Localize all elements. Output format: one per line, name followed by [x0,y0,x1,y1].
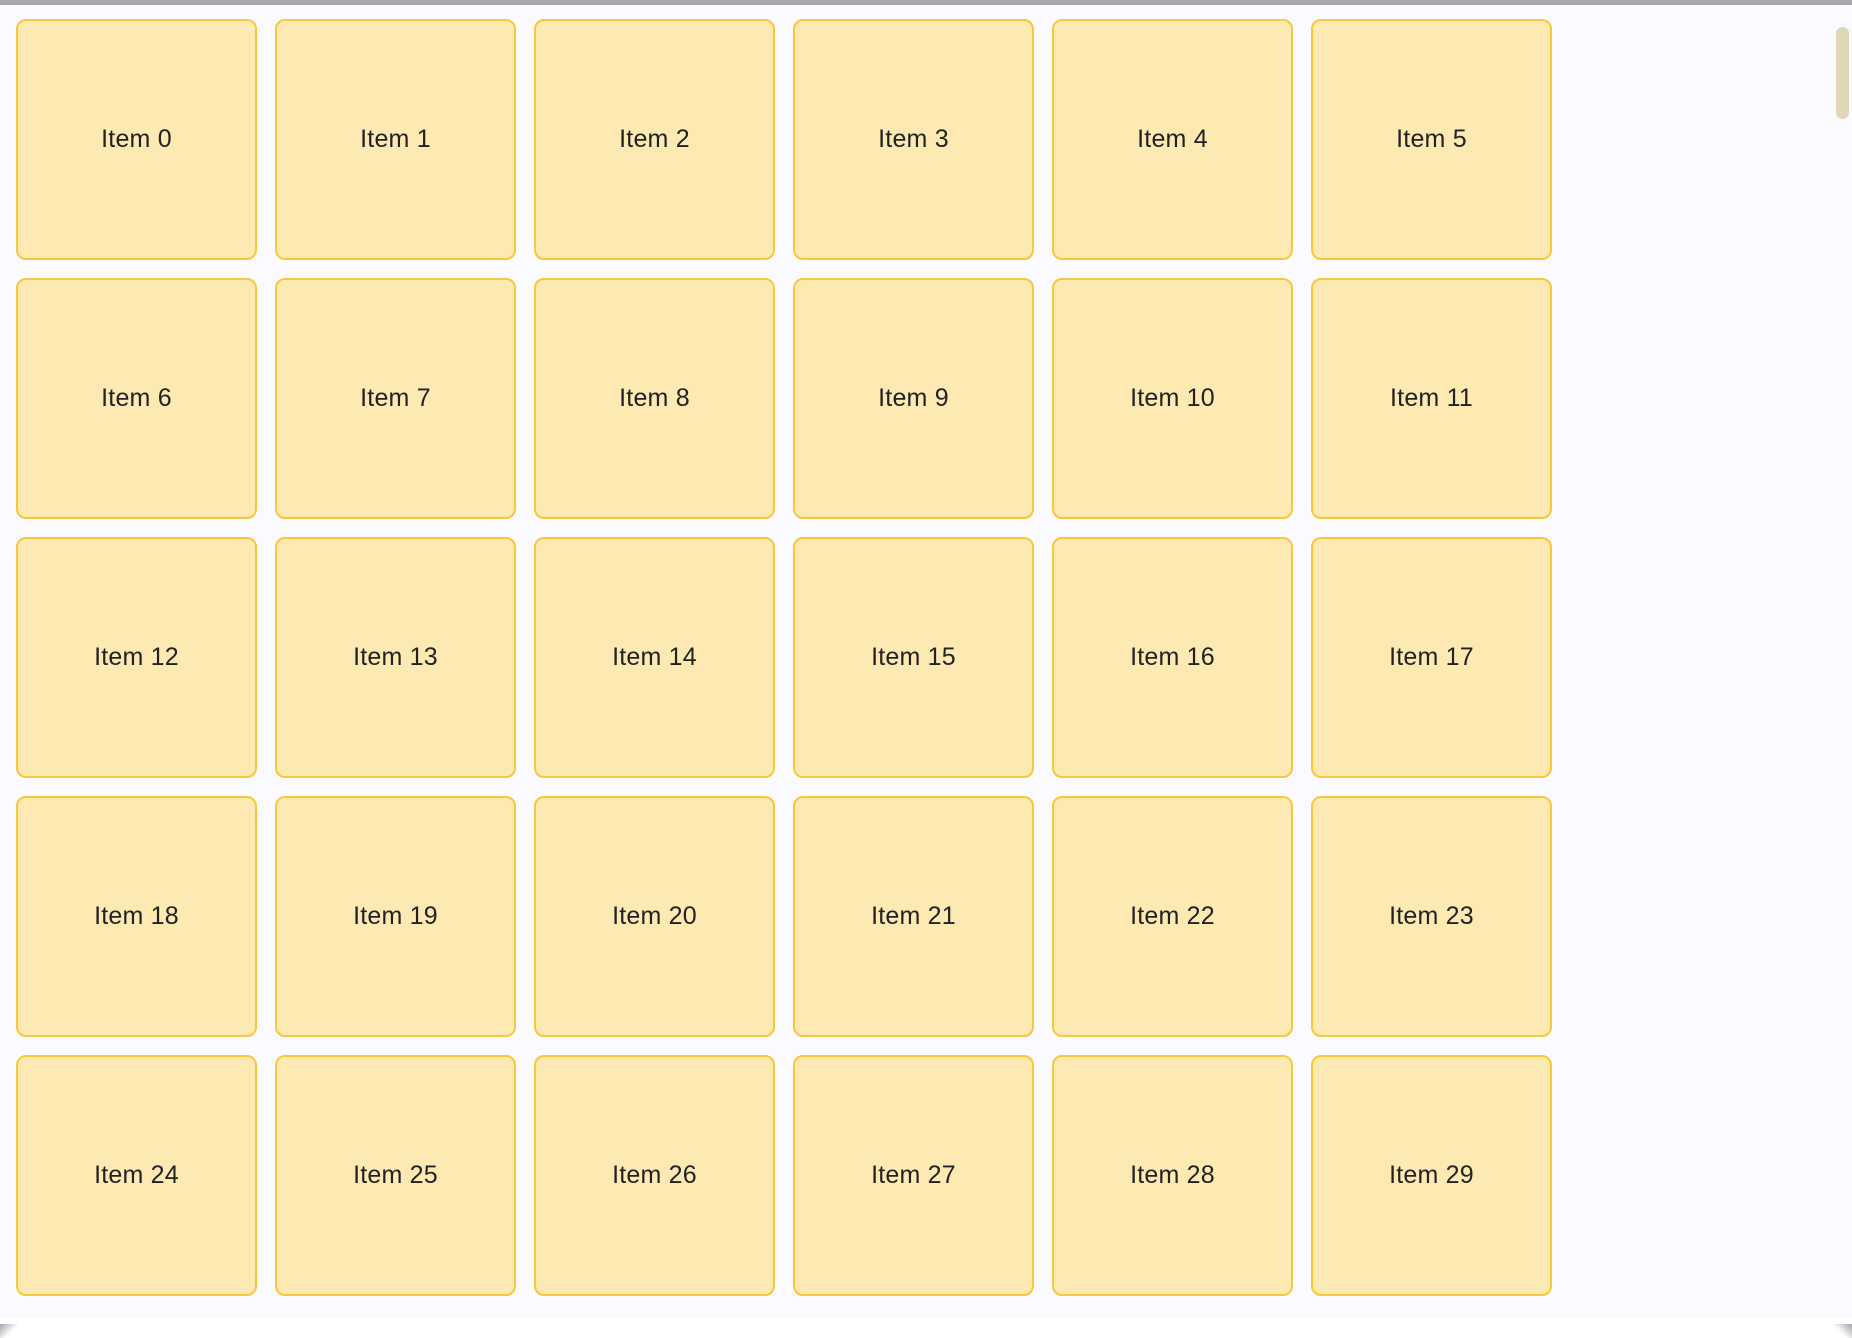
grid-card-label: Item 1 [360,125,431,153]
grid-card[interactable]: Item 11 [1311,278,1552,519]
grid-card[interactable]: Item 3 [793,19,1034,260]
grid-card-label: Item 7 [360,384,431,412]
grid-card-label: Item 19 [353,902,438,930]
grid-card[interactable]: Item 21 [793,796,1034,1037]
grid-card[interactable]: Item 18 [16,796,257,1037]
grid-card-label: Item 29 [1389,1161,1474,1189]
grid-card[interactable]: Item 9 [793,278,1034,519]
grid-card-label: Item 15 [871,643,956,671]
grid-card[interactable]: Item 23 [1311,796,1552,1037]
grid-card-label: Item 27 [871,1161,956,1189]
item-grid: Item 0 Item 1 Item 2 Item 3 Item 4 Item 5 Item… [0,5,1852,1296]
grid-card[interactable]: Item 0 [16,19,257,260]
grid-card-label: Item 4 [1137,125,1208,153]
grid-card-label: Item 9 [878,384,949,412]
grid-card[interactable]: Item 7 [275,278,516,519]
grid-card[interactable]: Item 19 [275,796,516,1037]
grid-card[interactable]: Item 20 [534,796,775,1037]
grid-card-label: Item 21 [871,902,956,930]
grid-card-label: Item 3 [878,125,949,153]
vertical-scrollbar-track[interactable] [1836,5,1852,1318]
grid-card[interactable]: Item 26 [534,1055,775,1296]
grid-card[interactable]: Item 6 [16,278,257,519]
grid-card-label: Item 12 [94,643,179,671]
grid-card-label: Item 24 [94,1161,179,1189]
grid-card[interactable]: Item 27 [793,1055,1034,1296]
grid-card[interactable]: Item 8 [534,278,775,519]
top-chrome-strip [0,0,1852,5]
grid-card[interactable]: Item 15 [793,537,1034,778]
grid-card-label: Item 22 [1130,902,1215,930]
grid-card-label: Item 13 [353,643,438,671]
window-corner-artifact-right [1834,1324,1852,1338]
grid-card-label: Item 20 [612,902,697,930]
grid-card[interactable]: Item 14 [534,537,775,778]
grid-card-label: Item 28 [1130,1161,1215,1189]
grid-card[interactable]: Item 5 [1311,19,1552,260]
grid-card-label: Item 16 [1130,643,1215,671]
grid-card[interactable]: Item 24 [16,1055,257,1296]
grid-card[interactable]: Item 25 [275,1055,516,1296]
grid-card-label: Item 0 [101,125,172,153]
grid-card-label: Item 8 [619,384,690,412]
grid-card[interactable]: Item 2 [534,19,775,260]
grid-card[interactable]: Item 12 [16,537,257,778]
scroll-viewport[interactable]: Item 0 Item 1 Item 2 Item 3 Item 4 Item 5 Item… [0,5,1852,1318]
grid-card-label: Item 6 [101,384,172,412]
grid-card-label: Item 2 [619,125,690,153]
grid-card-label: Item 25 [353,1161,438,1189]
grid-card-label: Item 10 [1130,384,1215,412]
grid-card[interactable]: Item 29 [1311,1055,1552,1296]
grid-card[interactable]: Item 1 [275,19,516,260]
grid-card[interactable]: Item 10 [1052,278,1293,519]
grid-card-label: Item 23 [1389,902,1474,930]
grid-card-label: Item 17 [1389,643,1474,671]
grid-card[interactable]: Item 28 [1052,1055,1293,1296]
grid-card[interactable]: Item 13 [275,537,516,778]
grid-card-label: Item 18 [94,902,179,930]
grid-card[interactable]: Item 4 [1052,19,1293,260]
grid-card[interactable]: Item 16 [1052,537,1293,778]
grid-card[interactable]: Item 22 [1052,796,1293,1037]
grid-card-label: Item 14 [612,643,697,671]
vertical-scrollbar-thumb[interactable] [1836,27,1849,119]
grid-card-label: Item 5 [1396,125,1467,153]
grid-card[interactable]: Item 17 [1311,537,1552,778]
grid-card-label: Item 26 [612,1161,697,1189]
window-corner-artifact-left [0,1324,18,1338]
grid-card-label: Item 11 [1390,384,1473,412]
